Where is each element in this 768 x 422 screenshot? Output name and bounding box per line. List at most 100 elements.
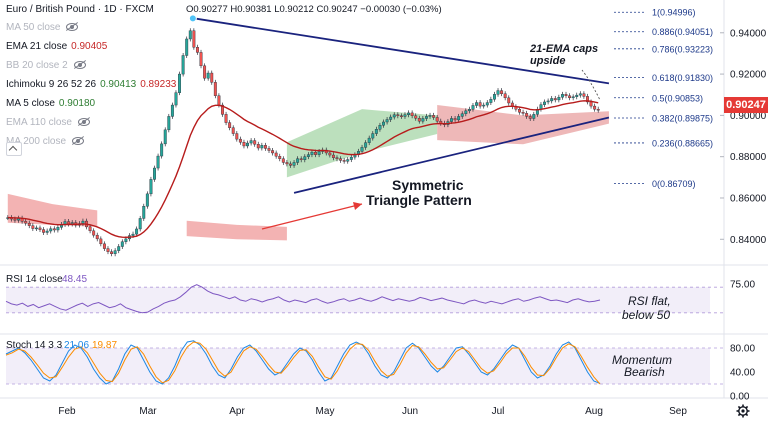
candle (267, 148, 271, 151)
candle (335, 157, 339, 159)
candle (256, 144, 260, 149)
candle (467, 108, 471, 112)
candle (328, 152, 332, 156)
candle (346, 159, 350, 162)
ema-annotation: upside (530, 55, 565, 67)
stoch-annotation: Bearish (624, 365, 665, 379)
candle (206, 72, 210, 79)
candle (331, 154, 335, 158)
candle (131, 233, 135, 236)
candle (174, 92, 178, 106)
candle (195, 47, 199, 53)
candle (532, 114, 536, 119)
candle (360, 147, 364, 152)
hidden-eye-icon[interactable] (66, 22, 79, 32)
candle (95, 234, 99, 240)
candle (271, 150, 275, 154)
candle (342, 160, 346, 162)
legend-item[interactable]: MA 5 close 0.90180 (6, 98, 95, 110)
legend-item[interactable]: MA 50 close (6, 22, 79, 34)
legend-item[interactable]: EMA 21 close 0.90405 (6, 41, 107, 53)
candle (482, 104, 486, 107)
candle (246, 142, 249, 147)
fib-level-label: 0(0.86709) (652, 179, 696, 189)
candle (582, 93, 586, 97)
candle (163, 129, 167, 145)
candle (385, 119, 389, 123)
x-tick-label: Aug (585, 406, 603, 417)
hidden-eye-icon[interactable] (73, 60, 86, 70)
hidden-eye-icon[interactable] (77, 117, 90, 127)
candle (145, 193, 149, 207)
candle (485, 102, 489, 106)
stoch-band (6, 348, 710, 384)
candle (153, 167, 156, 180)
candle (135, 228, 139, 235)
hidden-eye-icon[interactable] (72, 136, 85, 146)
pattern-annotation: Symmetric (392, 177, 464, 193)
legend-item-label: MA 5 close (6, 98, 55, 109)
candle (170, 104, 174, 117)
legend-item[interactable]: EMA 110 close (6, 117, 90, 129)
candle (575, 94, 579, 97)
candle (238, 138, 242, 143)
candle (392, 114, 396, 118)
candle (117, 246, 121, 251)
candle (113, 250, 117, 254)
y-tick-label: 0.92000 (730, 70, 767, 81)
candle (149, 179, 153, 195)
legend-item-value: 0.90180 (58, 98, 96, 109)
candle (589, 101, 593, 107)
candle (199, 52, 203, 67)
candle (213, 82, 217, 96)
legend-item[interactable]: BB 20 close 2 (6, 60, 86, 72)
candle (242, 142, 246, 147)
legend-item[interactable]: Ichimoku 9 26 52 26 0.90413 0.89233 (6, 79, 176, 91)
candle (81, 220, 85, 224)
candle (306, 154, 310, 157)
candle (596, 108, 600, 111)
candle (31, 225, 35, 229)
rsi-band (6, 287, 710, 313)
candle (24, 221, 28, 224)
legend-item[interactable]: MA 200 close (6, 136, 85, 148)
rsi-y-tick: 75.00 (730, 280, 755, 291)
candle (278, 156, 282, 159)
stoch-value: 19.87 (92, 340, 117, 351)
candle (371, 133, 375, 139)
candle (181, 55, 185, 75)
triangle-upper-trendline[interactable] (193, 17, 610, 85)
triangle-lower-trendline[interactable] (293, 116, 610, 194)
candle (525, 113, 529, 117)
y-tick-label: 0.86000 (730, 193, 767, 204)
candle (52, 228, 56, 231)
legend-item-label: EMA 21 close (6, 41, 68, 52)
rsi-title: RSI 14 close (6, 274, 63, 285)
candle (546, 100, 550, 103)
candle (38, 227, 42, 230)
candle (453, 118, 457, 121)
candle (314, 151, 317, 155)
candle (492, 94, 496, 100)
candle (299, 158, 303, 160)
candle (156, 155, 160, 169)
last-price-tag: 0.90247 (724, 97, 768, 113)
candle (167, 116, 171, 131)
candle (410, 112, 414, 116)
candle (292, 162, 296, 166)
trendline-anchor-point[interactable] (188, 14, 197, 23)
x-tick-label: May (316, 406, 335, 417)
gear-icon[interactable] (736, 404, 750, 418)
candle (471, 105, 475, 110)
ema21-line (7, 100, 599, 238)
candle (403, 114, 407, 117)
candle (281, 158, 285, 163)
candle (185, 38, 189, 56)
candle (521, 112, 525, 114)
stoch-value: 21.06 (64, 340, 89, 351)
candle (557, 97, 561, 101)
candle (421, 118, 425, 122)
collapse-legend-button[interactable] (6, 142, 22, 156)
ohlc-readout: O0.90277 H0.90381 L0.90212 C0.90247 −0.0… (186, 4, 442, 16)
